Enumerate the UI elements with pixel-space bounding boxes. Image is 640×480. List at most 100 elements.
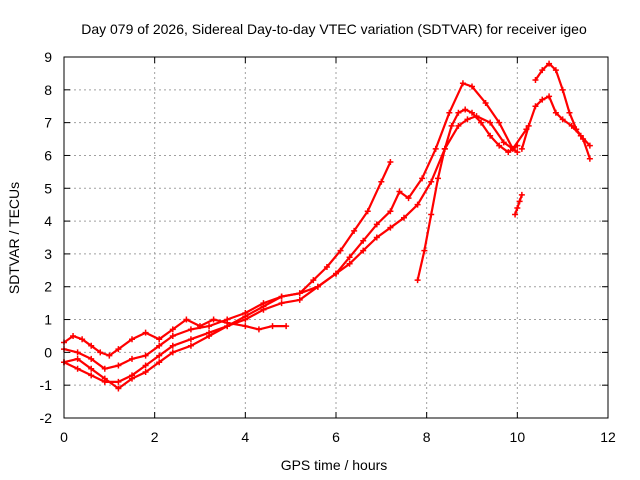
y-tick-label: 0 bbox=[44, 344, 52, 360]
data-point bbox=[169, 326, 176, 333]
data-point bbox=[464, 116, 471, 123]
data-point bbox=[552, 67, 559, 74]
data-point bbox=[296, 296, 303, 303]
data-point bbox=[559, 86, 566, 93]
data-point bbox=[496, 142, 503, 149]
data-point bbox=[546, 60, 553, 67]
y-tick-label: 9 bbox=[44, 49, 52, 65]
data-point bbox=[156, 336, 163, 343]
data-point bbox=[79, 336, 86, 343]
data-point bbox=[260, 303, 267, 310]
data-point bbox=[459, 80, 466, 87]
grid-lines bbox=[64, 57, 608, 418]
data-point bbox=[500, 139, 507, 146]
data-point bbox=[142, 369, 149, 376]
data-point bbox=[586, 142, 593, 149]
data-point bbox=[421, 247, 428, 254]
data-point bbox=[129, 355, 135, 362]
x-tick-label: 10 bbox=[510, 429, 526, 445]
data-point bbox=[532, 103, 539, 110]
data-point bbox=[323, 264, 330, 271]
data-point bbox=[142, 362, 149, 369]
data-point bbox=[573, 126, 580, 133]
data-point bbox=[101, 378, 108, 385]
data-point bbox=[428, 211, 435, 218]
data-point bbox=[187, 336, 194, 343]
y-tick-label: 5 bbox=[44, 180, 52, 196]
data-point bbox=[414, 201, 421, 208]
data-point bbox=[310, 277, 317, 284]
data-point bbox=[169, 349, 176, 356]
data-point bbox=[187, 342, 194, 349]
data-point bbox=[455, 122, 462, 129]
data-point bbox=[314, 283, 321, 290]
data-point bbox=[516, 198, 523, 205]
data-point bbox=[242, 313, 249, 320]
data-point bbox=[255, 326, 262, 333]
data-point bbox=[224, 316, 231, 323]
data-point bbox=[387, 224, 394, 231]
data-point bbox=[88, 365, 95, 372]
data-point bbox=[156, 342, 163, 349]
data-point bbox=[183, 316, 190, 323]
x-axis-title: GPS time / hours bbox=[281, 457, 388, 473]
series-line bbox=[62, 318, 288, 357]
data-point bbox=[559, 116, 566, 123]
data-point bbox=[496, 119, 503, 126]
x-tick-label: 2 bbox=[151, 429, 159, 445]
data-point bbox=[373, 221, 380, 228]
data-point bbox=[169, 342, 176, 349]
data-point bbox=[487, 119, 494, 126]
data-point bbox=[70, 332, 77, 339]
data-point bbox=[115, 362, 122, 369]
y-tick-label: -2 bbox=[40, 410, 53, 426]
series-8 bbox=[512, 191, 525, 218]
series-line bbox=[416, 108, 519, 282]
data-point bbox=[448, 122, 455, 129]
data-point bbox=[278, 293, 285, 300]
data-point bbox=[88, 355, 95, 362]
x-tick-label: 8 bbox=[423, 429, 431, 445]
data-point bbox=[518, 191, 525, 198]
data-point bbox=[580, 136, 587, 143]
y-tick-label: 6 bbox=[44, 147, 52, 163]
data-point bbox=[401, 214, 407, 221]
data-point bbox=[129, 336, 135, 343]
data-point bbox=[469, 109, 475, 116]
data-point bbox=[74, 355, 81, 362]
data-point bbox=[351, 227, 358, 234]
data-point bbox=[364, 208, 371, 215]
series-4 bbox=[61, 80, 530, 385]
y-tick-label: 4 bbox=[44, 213, 52, 229]
data-point bbox=[514, 204, 521, 211]
data-point bbox=[446, 109, 453, 116]
data-point bbox=[206, 329, 213, 336]
data-point bbox=[88, 342, 95, 349]
y-tick-label: 1 bbox=[44, 312, 52, 328]
series-7 bbox=[532, 60, 593, 162]
data-point bbox=[435, 175, 441, 182]
data-point bbox=[387, 159, 394, 166]
data-point bbox=[512, 211, 519, 218]
data-point bbox=[532, 76, 539, 83]
data-point bbox=[455, 109, 462, 116]
series-line bbox=[534, 62, 592, 160]
data-point bbox=[346, 254, 353, 261]
data-point bbox=[337, 247, 344, 254]
data-point bbox=[539, 67, 546, 74]
data-point bbox=[106, 352, 113, 359]
data-point bbox=[101, 365, 108, 372]
data-point bbox=[387, 208, 394, 215]
series-1 bbox=[61, 316, 290, 359]
data-point bbox=[405, 195, 412, 202]
data-point bbox=[187, 326, 194, 333]
data-point bbox=[525, 122, 532, 129]
data-point bbox=[419, 175, 426, 182]
data-point bbox=[396, 188, 403, 195]
data-point bbox=[462, 106, 469, 113]
data-point bbox=[514, 149, 521, 156]
y-tick-label: 8 bbox=[44, 82, 52, 98]
y-tick-label: 3 bbox=[44, 246, 52, 262]
